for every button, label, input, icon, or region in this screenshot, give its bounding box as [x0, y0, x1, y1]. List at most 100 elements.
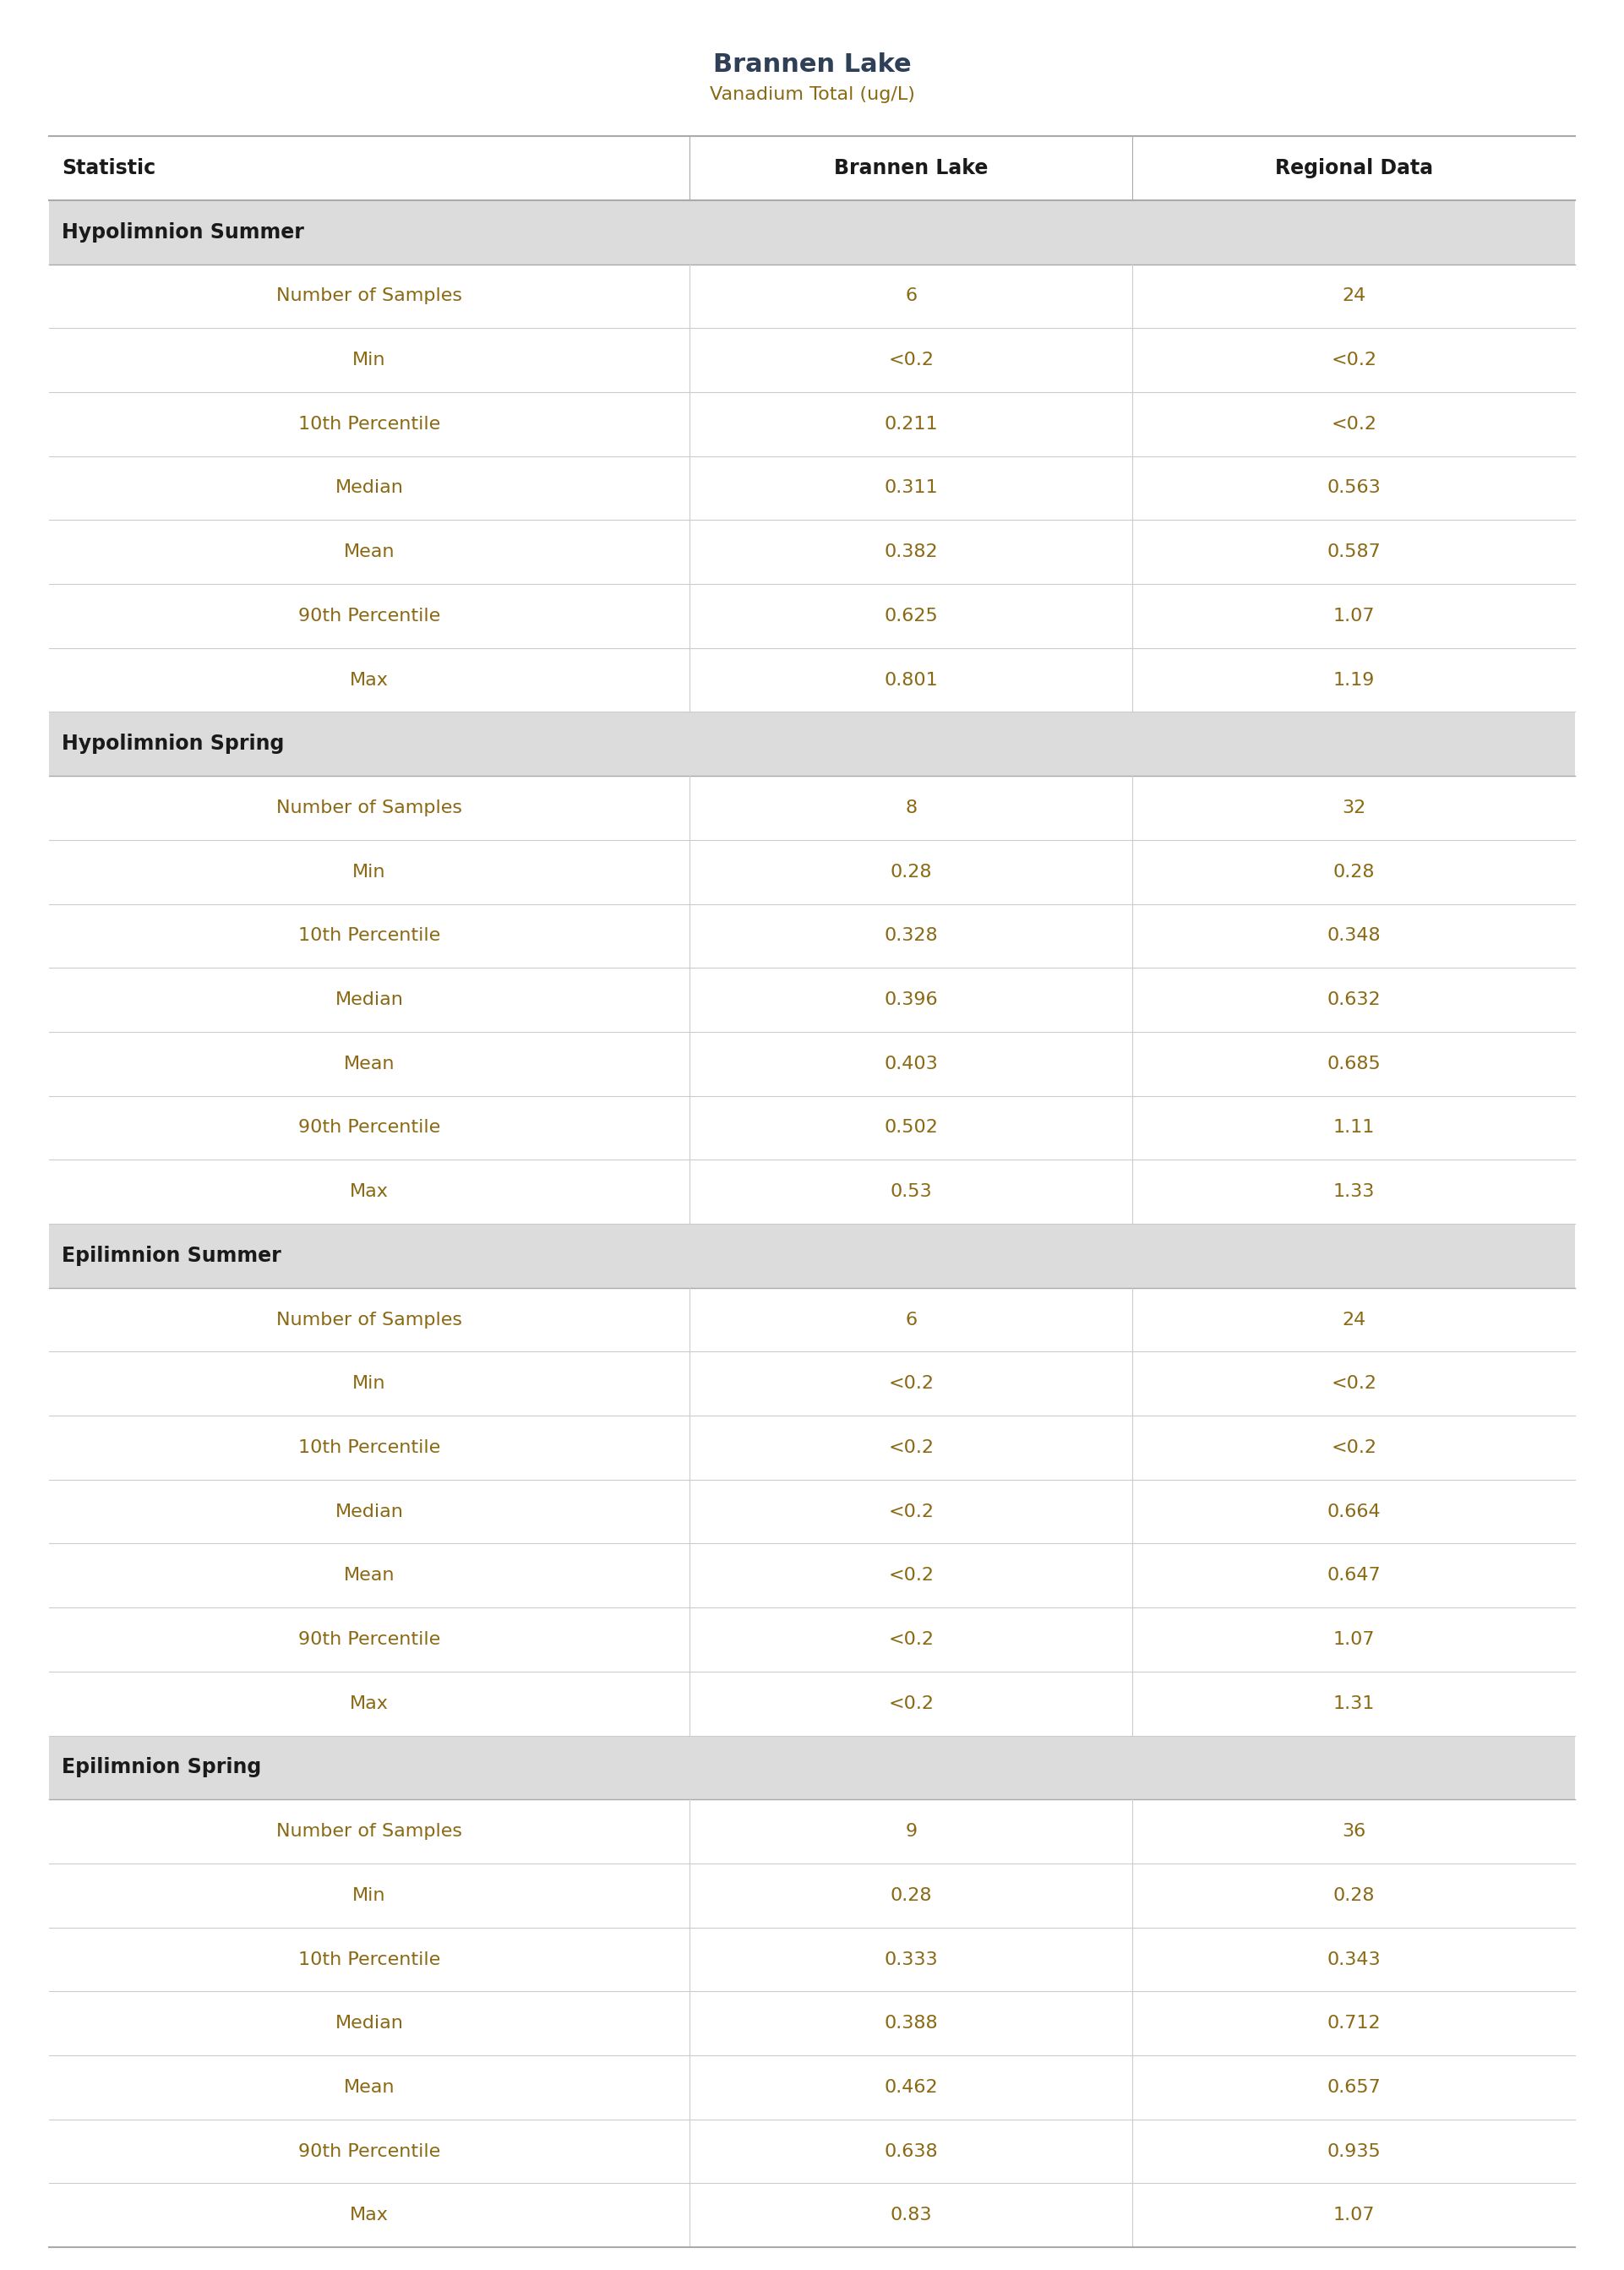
Text: 0.28: 0.28 — [890, 1886, 932, 1905]
Text: <0.2: <0.2 — [888, 1376, 934, 1392]
Text: Number of Samples: Number of Samples — [276, 1312, 463, 1328]
Text: <0.2: <0.2 — [888, 1566, 934, 1584]
Text: 6: 6 — [905, 288, 918, 304]
Bar — [49, 1607, 1575, 1671]
Text: <0.2: <0.2 — [1332, 1439, 1377, 1455]
Bar — [49, 1927, 1575, 1991]
Text: Min: Min — [352, 352, 387, 368]
Bar — [49, 776, 1575, 840]
Text: Brannen Lake: Brannen Lake — [713, 52, 911, 77]
Text: Max: Max — [349, 1183, 388, 1201]
Text: 24: 24 — [1341, 1312, 1366, 1328]
Text: 0.502: 0.502 — [883, 1119, 939, 1137]
Bar — [49, 1096, 1575, 1160]
Text: Median: Median — [335, 992, 403, 1008]
Text: <0.2: <0.2 — [888, 1439, 934, 1455]
Text: Brannen Lake: Brannen Lake — [835, 159, 989, 179]
Text: Mean: Mean — [344, 2079, 395, 2095]
Bar — [49, 200, 1575, 263]
Text: 0.462: 0.462 — [885, 2079, 939, 2095]
Text: <0.2: <0.2 — [1332, 352, 1377, 368]
Text: 36: 36 — [1341, 1823, 1366, 1841]
Text: 9: 9 — [905, 1823, 918, 1841]
Bar — [49, 1864, 1575, 1927]
Text: Median: Median — [335, 2016, 403, 2032]
Text: Number of Samples: Number of Samples — [276, 799, 463, 817]
Text: <0.2: <0.2 — [1332, 1376, 1377, 1392]
Bar — [49, 1160, 1575, 1224]
Text: <0.2: <0.2 — [888, 1696, 934, 1712]
Text: 0.935: 0.935 — [1327, 2143, 1380, 2159]
Text: 0.348: 0.348 — [1327, 928, 1380, 944]
Text: Vanadium Total (ug/L): Vanadium Total (ug/L) — [710, 86, 914, 102]
Text: 0.333: 0.333 — [885, 1950, 939, 1968]
Bar — [49, 1416, 1575, 1480]
Text: Median: Median — [335, 1503, 403, 1521]
Text: 0.632: 0.632 — [1327, 992, 1380, 1008]
Text: 90th Percentile: 90th Percentile — [299, 2143, 440, 2159]
Text: Mean: Mean — [344, 1566, 395, 1584]
Text: 0.403: 0.403 — [885, 1056, 939, 1071]
Text: 0.83: 0.83 — [890, 2206, 932, 2225]
Bar — [49, 903, 1575, 967]
Text: 1.19: 1.19 — [1333, 672, 1376, 688]
Bar — [49, 1351, 1575, 1416]
Text: 8: 8 — [905, 799, 918, 817]
Text: 32: 32 — [1341, 799, 1366, 817]
Text: 0.211: 0.211 — [885, 415, 939, 434]
Text: Max: Max — [349, 1696, 388, 1712]
Bar — [49, 393, 1575, 456]
Text: Hypolimnion Spring: Hypolimnion Spring — [62, 733, 284, 754]
Text: Hypolimnion Summer: Hypolimnion Summer — [62, 222, 304, 243]
Bar — [49, 967, 1575, 1033]
Bar — [49, 647, 1575, 713]
Text: Min: Min — [352, 1886, 387, 1905]
Text: 0.685: 0.685 — [1327, 1056, 1380, 1071]
Text: 0.28: 0.28 — [1333, 1886, 1376, 1905]
Bar — [49, 1544, 1575, 1607]
Bar — [49, 1033, 1575, 1096]
Bar — [49, 2120, 1575, 2184]
Text: 90th Percentile: 90th Percentile — [299, 608, 440, 624]
Text: Min: Min — [352, 863, 387, 881]
Text: 0.328: 0.328 — [885, 928, 939, 944]
Bar — [49, 1287, 1575, 1351]
Text: 24: 24 — [1341, 288, 1366, 304]
Text: Number of Samples: Number of Samples — [276, 288, 463, 304]
Bar — [49, 329, 1575, 393]
Bar — [49, 456, 1575, 520]
Bar — [49, 1991, 1575, 2054]
Text: <0.2: <0.2 — [888, 1503, 934, 1521]
Text: Mean: Mean — [344, 1056, 395, 1071]
Text: Number of Samples: Number of Samples — [276, 1823, 463, 1841]
Bar — [49, 520, 1575, 583]
Text: Max: Max — [349, 672, 388, 688]
Text: 0.712: 0.712 — [1327, 2016, 1380, 2032]
Bar — [49, 1737, 1575, 1800]
Text: 0.28: 0.28 — [1333, 863, 1376, 881]
Text: 1.11: 1.11 — [1333, 1119, 1376, 1137]
Text: Epilimnion Summer: Epilimnion Summer — [62, 1246, 281, 1267]
Text: 1.31: 1.31 — [1333, 1696, 1376, 1712]
Text: <0.2: <0.2 — [888, 1632, 934, 1648]
Text: 0.664: 0.664 — [1327, 1503, 1380, 1521]
Text: 0.563: 0.563 — [1327, 479, 1380, 497]
Bar — [49, 136, 1575, 200]
Text: 0.28: 0.28 — [890, 863, 932, 881]
Text: 0.388: 0.388 — [885, 2016, 939, 2032]
Text: 10th Percentile: 10th Percentile — [299, 928, 440, 944]
Text: Mean: Mean — [344, 543, 395, 561]
Text: 0.801: 0.801 — [885, 672, 939, 688]
Bar — [49, 840, 1575, 903]
Text: Max: Max — [349, 2206, 388, 2225]
Text: 1.07: 1.07 — [1333, 2206, 1376, 2225]
Bar — [49, 263, 1575, 329]
Text: 10th Percentile: 10th Percentile — [299, 1439, 440, 1455]
Bar — [49, 713, 1575, 776]
Text: 0.311: 0.311 — [885, 479, 939, 497]
Bar — [49, 2184, 1575, 2247]
Text: Epilimnion Spring: Epilimnion Spring — [62, 1757, 261, 1777]
Text: 1.07: 1.07 — [1333, 608, 1376, 624]
Text: <0.2: <0.2 — [1332, 415, 1377, 434]
Bar — [49, 2054, 1575, 2120]
